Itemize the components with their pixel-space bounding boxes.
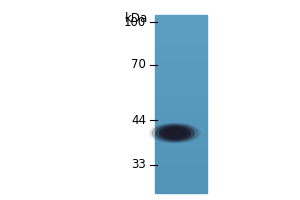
Text: 100: 100 bbox=[124, 16, 146, 28]
Bar bbox=[155, 148, 207, 151]
Bar bbox=[155, 26, 207, 28]
Bar bbox=[155, 77, 207, 80]
Bar bbox=[155, 131, 207, 133]
Bar bbox=[155, 169, 207, 171]
Bar bbox=[155, 39, 207, 42]
Bar bbox=[155, 171, 207, 173]
Bar bbox=[155, 180, 207, 182]
Bar bbox=[155, 71, 207, 73]
Bar bbox=[155, 102, 207, 104]
Ellipse shape bbox=[163, 128, 187, 138]
Bar bbox=[155, 184, 207, 186]
Bar bbox=[155, 133, 207, 135]
Bar bbox=[155, 35, 207, 37]
Bar bbox=[155, 55, 207, 57]
Bar bbox=[155, 160, 207, 162]
Ellipse shape bbox=[159, 127, 190, 139]
Bar bbox=[155, 82, 207, 84]
Bar bbox=[155, 19, 207, 22]
Bar bbox=[155, 128, 207, 131]
Bar bbox=[155, 146, 207, 148]
Bar bbox=[155, 91, 207, 93]
Bar bbox=[155, 93, 207, 95]
Bar bbox=[155, 95, 207, 97]
Bar bbox=[155, 48, 207, 51]
Text: 44: 44 bbox=[131, 114, 146, 127]
Bar bbox=[155, 66, 207, 68]
Bar bbox=[155, 151, 207, 153]
Bar bbox=[155, 124, 207, 126]
Bar bbox=[155, 60, 207, 62]
Bar bbox=[155, 75, 207, 77]
Text: 70: 70 bbox=[131, 58, 146, 72]
Bar bbox=[155, 73, 207, 75]
Bar bbox=[155, 142, 207, 144]
Text: 33: 33 bbox=[131, 158, 146, 171]
Ellipse shape bbox=[150, 123, 200, 143]
Bar bbox=[155, 173, 207, 175]
Bar bbox=[155, 37, 207, 39]
Bar bbox=[155, 31, 207, 33]
Bar bbox=[155, 111, 207, 113]
Bar bbox=[155, 24, 207, 26]
Ellipse shape bbox=[152, 124, 198, 142]
Ellipse shape bbox=[156, 125, 194, 141]
Bar bbox=[155, 28, 207, 31]
Bar bbox=[155, 42, 207, 44]
Text: kDa: kDa bbox=[125, 12, 148, 25]
Bar bbox=[155, 153, 207, 155]
Bar bbox=[155, 53, 207, 55]
Bar bbox=[155, 157, 207, 160]
Bar bbox=[155, 182, 207, 184]
Bar bbox=[155, 177, 207, 180]
Bar bbox=[155, 115, 207, 117]
Bar bbox=[155, 22, 207, 24]
Bar bbox=[155, 106, 207, 108]
Bar bbox=[155, 57, 207, 60]
Bar bbox=[155, 46, 207, 48]
Bar bbox=[155, 144, 207, 146]
Bar bbox=[155, 17, 207, 19]
Bar bbox=[155, 44, 207, 46]
Bar bbox=[155, 126, 207, 128]
Bar bbox=[155, 88, 207, 91]
Bar bbox=[155, 104, 207, 106]
Bar bbox=[155, 117, 207, 120]
Bar bbox=[155, 64, 207, 66]
Bar bbox=[155, 162, 207, 164]
Bar bbox=[155, 166, 207, 169]
Bar bbox=[155, 140, 207, 142]
Bar bbox=[155, 137, 207, 140]
Bar bbox=[155, 51, 207, 53]
Bar bbox=[155, 189, 207, 191]
Bar bbox=[155, 108, 207, 111]
Bar bbox=[155, 68, 207, 71]
Bar bbox=[155, 15, 207, 17]
Bar bbox=[155, 97, 207, 100]
Bar bbox=[155, 122, 207, 124]
Bar bbox=[155, 186, 207, 189]
Bar bbox=[155, 62, 207, 64]
Bar bbox=[155, 191, 207, 193]
Bar bbox=[155, 113, 207, 115]
Bar bbox=[155, 175, 207, 177]
Bar bbox=[155, 80, 207, 82]
Bar bbox=[155, 164, 207, 166]
Bar bbox=[155, 135, 207, 137]
Bar bbox=[155, 120, 207, 122]
Bar bbox=[155, 155, 207, 157]
Bar bbox=[155, 86, 207, 88]
Bar bbox=[155, 84, 207, 86]
Bar bbox=[155, 33, 207, 35]
Bar bbox=[155, 100, 207, 102]
